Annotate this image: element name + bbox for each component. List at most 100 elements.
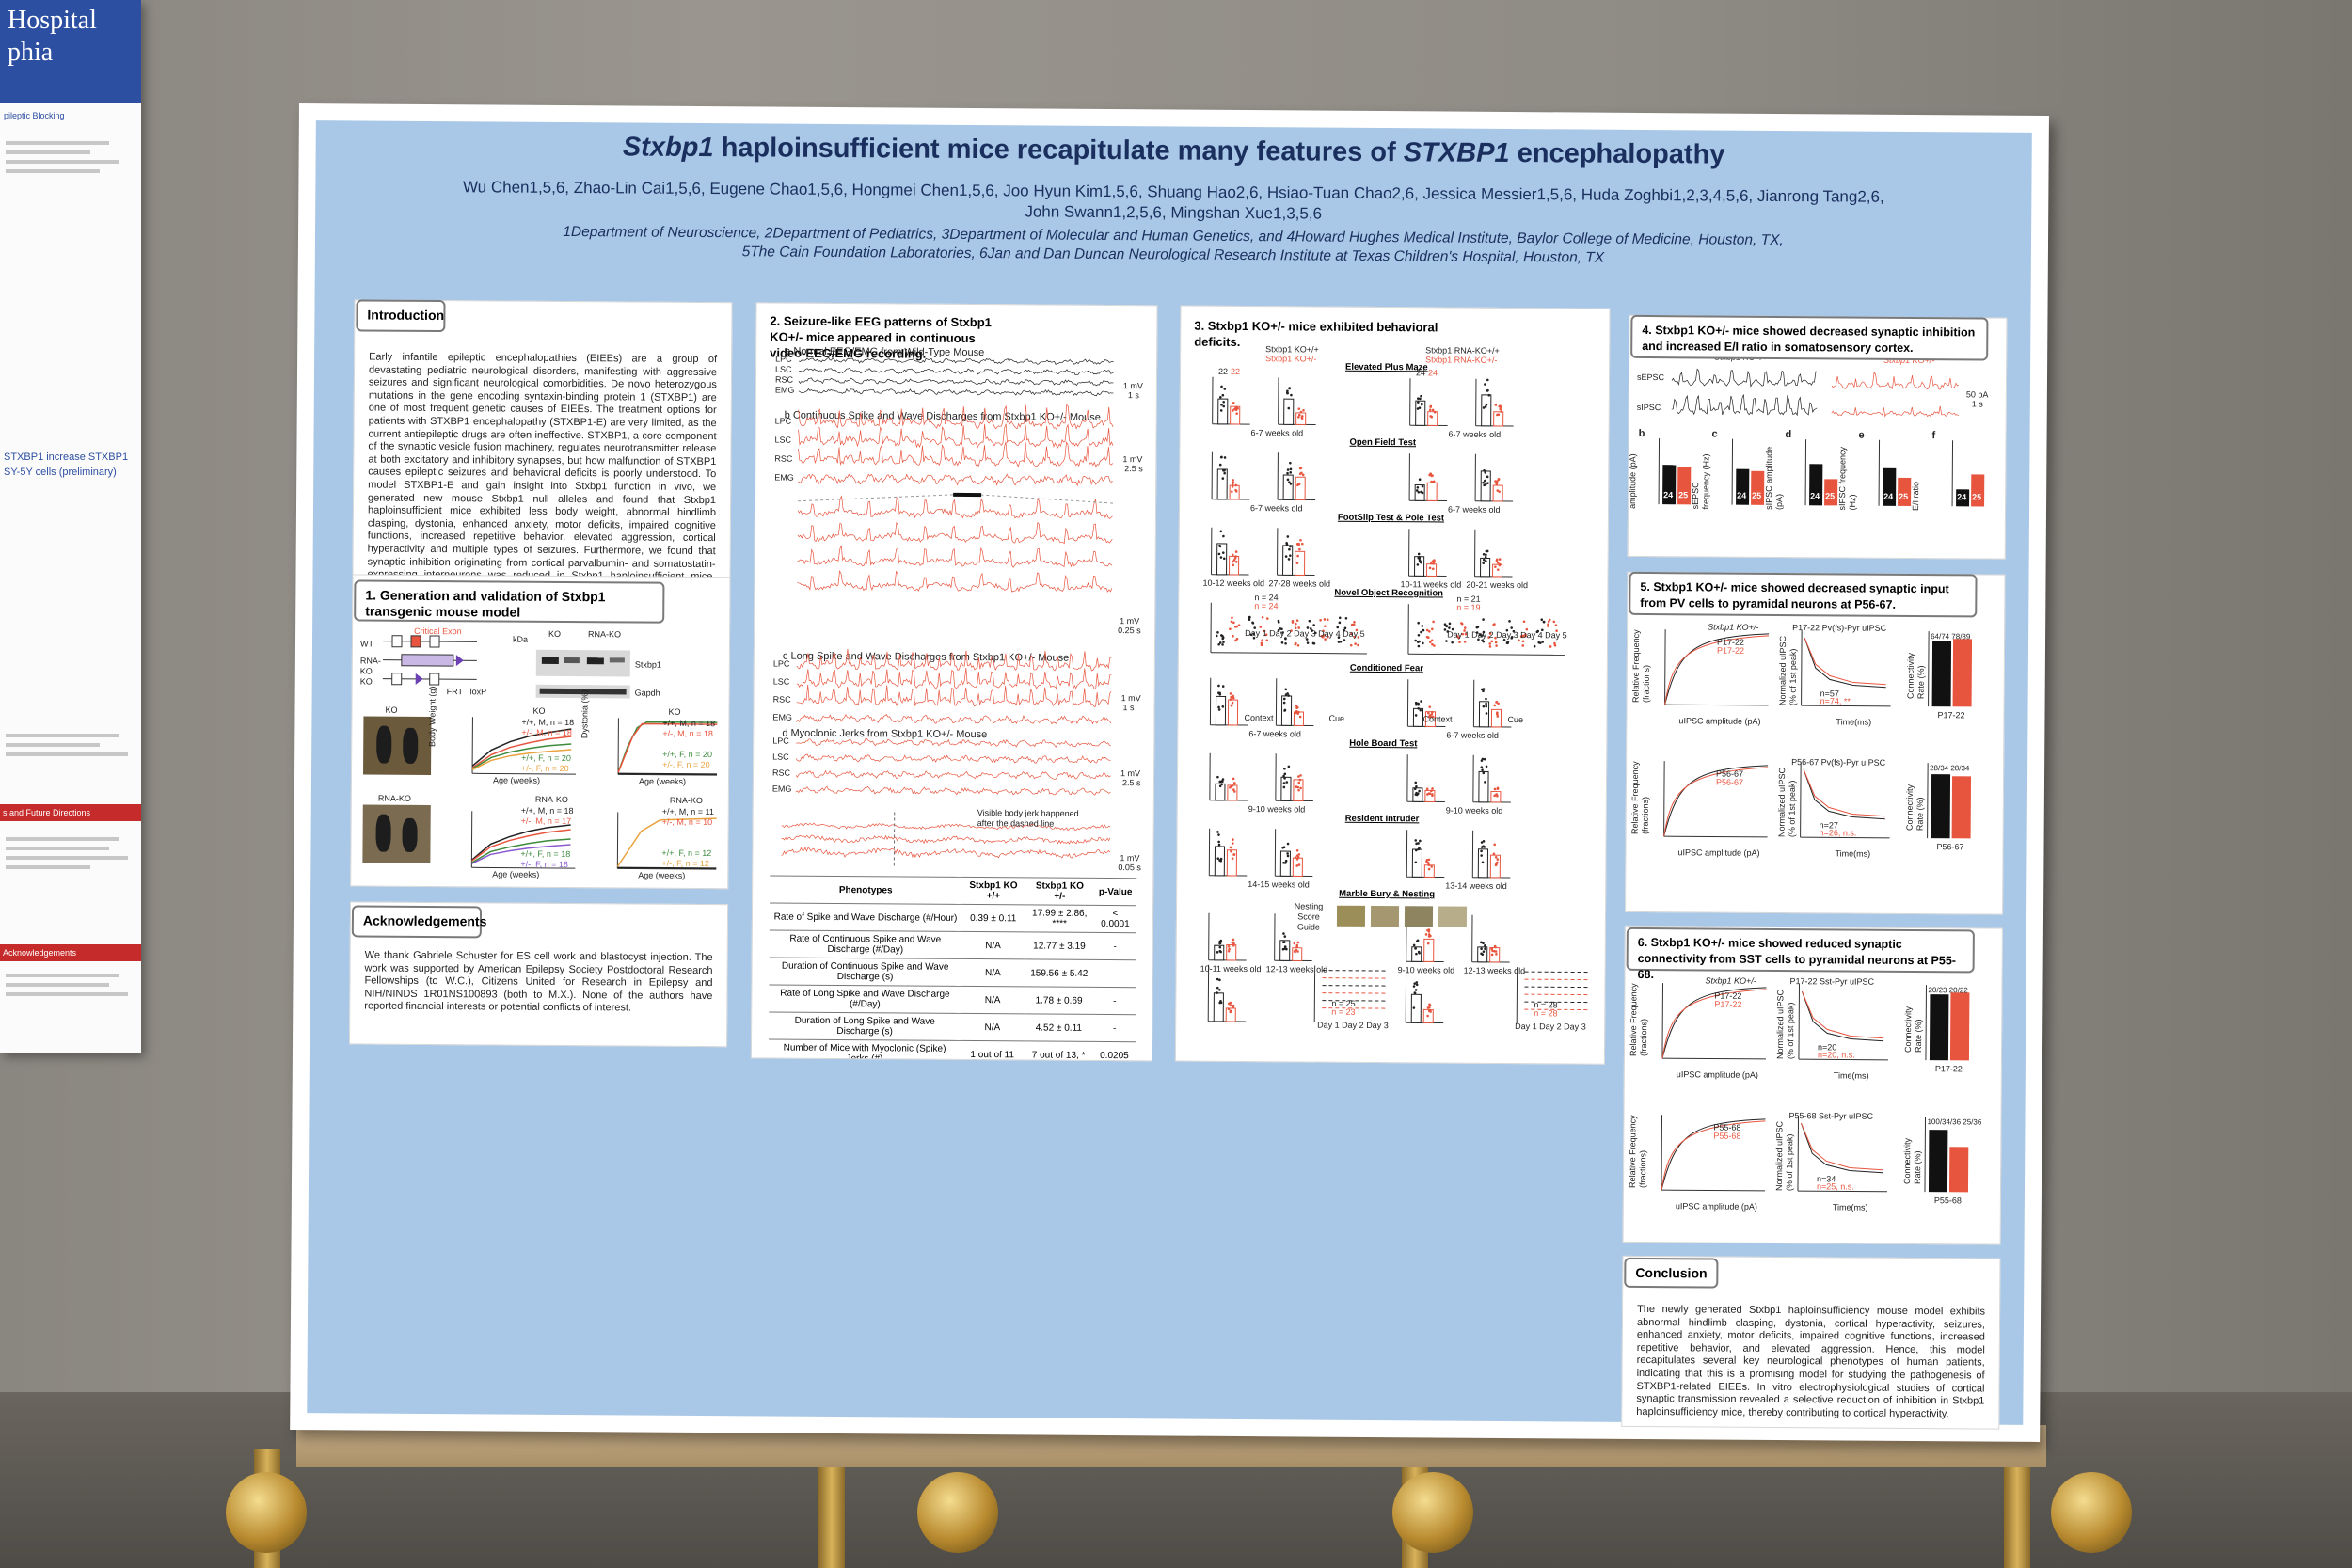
data-point (1485, 560, 1487, 562)
data-point (1282, 697, 1286, 701)
data-point (1284, 637, 1287, 641)
data-point (1499, 404, 1502, 407)
data-point (1283, 767, 1286, 770)
data-point (1484, 947, 1486, 951)
data-point (1547, 623, 1549, 626)
data-point (1414, 861, 1418, 864)
age-label: 9-10 weeks old (1248, 804, 1306, 815)
data-point (1490, 953, 1494, 957)
data-point (1229, 692, 1232, 695)
data-point (1221, 477, 1225, 480)
data-point (1485, 403, 1488, 406)
data-point (1484, 471, 1487, 474)
data-point (1483, 479, 1486, 483)
data-point (1433, 410, 1437, 414)
data-point (1488, 632, 1492, 635)
data-point (1502, 638, 1506, 641)
easel-knob (1392, 1472, 1473, 1553)
scale-bar-label: 1 s (1127, 390, 1139, 401)
data-point (1494, 404, 1498, 406)
data-point (1217, 833, 1220, 836)
connectivity-figures (1661, 983, 1970, 1193)
data-point (1427, 1006, 1431, 1009)
data-point (1229, 1004, 1232, 1007)
data-point (1430, 713, 1434, 716)
figure-title: Stxbp1 KO+/- (1705, 975, 1756, 986)
data-point (1339, 640, 1343, 643)
data-point (1421, 484, 1424, 488)
data-point (1357, 643, 1359, 647)
eeg-trace (798, 388, 1114, 397)
data-point (1498, 490, 1501, 493)
eeg-trace (795, 769, 1111, 780)
data-point (1259, 626, 1263, 628)
x-axis (1798, 1058, 1888, 1061)
data-point (1282, 774, 1285, 778)
data-point (1232, 481, 1235, 484)
data-point (1230, 695, 1232, 699)
table-row: Number of Mice with Myoclonic (Spike) Je… (768, 1039, 1136, 1062)
data-point (1427, 862, 1430, 864)
data-point (1291, 619, 1295, 623)
data-point (1283, 777, 1286, 780)
data-point (1231, 701, 1234, 705)
data-point (1482, 552, 1486, 556)
table-cell: N/A (961, 1013, 1025, 1041)
phenotype-table-wrapper: Phenotypes Stxbp1 KO +/+ Stxbp1 KO +/- p-Va… (768, 876, 1137, 1062)
figure-title: P17-22 Sst-Pyr uIPSC (1789, 976, 1875, 987)
scale-bar-label: 1 s (1122, 703, 1135, 713)
data-point (1494, 945, 1497, 949)
nor-n-label: n = 19 (1456, 602, 1481, 612)
data-point (1261, 615, 1264, 619)
data-point (1293, 949, 1296, 953)
data-point (1297, 775, 1300, 778)
bar-het (1226, 849, 1237, 877)
section1-heading: 1. Generation and validation of Stxbp1 t… (354, 579, 665, 624)
data-point (1312, 624, 1315, 626)
data-point (1301, 473, 1305, 477)
table-cell: 0.0205 (1092, 1041, 1136, 1062)
bar-het (1971, 474, 1985, 507)
data-point (1297, 626, 1300, 629)
data-point (1232, 621, 1235, 625)
data-point (1552, 620, 1556, 624)
data-point (1248, 615, 1251, 619)
data-point (1496, 711, 1499, 714)
data-point (1482, 942, 1485, 945)
data-point (1417, 842, 1420, 845)
age-label: 27-28 weeks old (1268, 578, 1331, 589)
data-point (1295, 709, 1298, 713)
construct-label: KO (359, 676, 373, 687)
n-label: n=74, ** (1820, 696, 1851, 706)
data-point (1485, 702, 1487, 705)
data-point (1232, 1004, 1235, 1007)
data-point (1463, 641, 1467, 643)
fear-x-label: Context (1422, 714, 1453, 724)
data-point (1354, 642, 1357, 645)
data-point (1428, 566, 1432, 570)
data-point (1286, 692, 1289, 695)
data-point (1494, 565, 1497, 568)
legend-entry: P17-22 (1716, 645, 1745, 656)
bar-wt (1480, 470, 1491, 502)
data-point (1482, 705, 1486, 708)
data-point (1321, 635, 1325, 639)
x-axis-label: Time(ms) (1833, 1070, 1869, 1081)
data-point (1322, 629, 1325, 633)
data-point (1461, 632, 1465, 636)
data-point (1448, 626, 1451, 629)
sipsc-trace-wt (1671, 394, 1818, 417)
eeg-trace (795, 753, 1111, 764)
bar-wt (1478, 701, 1490, 728)
data-point (1282, 932, 1285, 935)
data-point (1417, 490, 1421, 494)
acknowledgements-heading: Acknowledgements (351, 905, 486, 939)
data-point (1413, 982, 1417, 985)
y-axis (1925, 985, 1928, 1061)
y-axis-label: Normalized uIPSC (% of 1st peak) (1774, 989, 1796, 1060)
data-point (1217, 840, 1220, 844)
bar-wt (1415, 400, 1426, 426)
data-point (1493, 623, 1496, 626)
data-point (1322, 634, 1326, 637)
data-point (1482, 481, 1485, 484)
